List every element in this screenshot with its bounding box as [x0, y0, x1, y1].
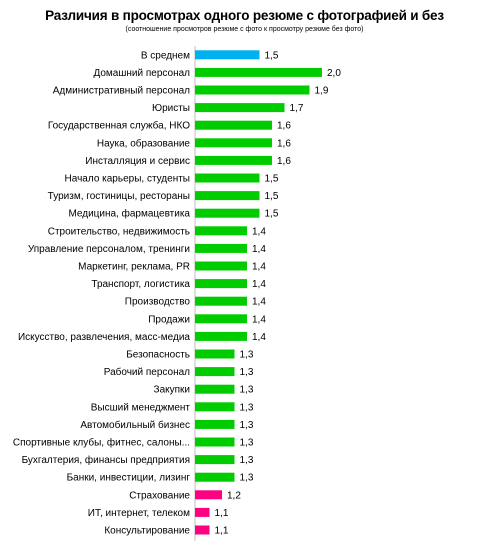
value-label: 1,3: [240, 350, 254, 361]
category-label: Транспорт, логистика: [91, 279, 190, 290]
bar: [195, 85, 310, 95]
bar: [195, 50, 260, 60]
bar: [195, 120, 272, 130]
category-label: Рабочий персонал: [104, 366, 190, 378]
category-label: Искусство, развлечения, масс-медиа: [18, 332, 190, 343]
value-label: 1,9: [315, 86, 329, 97]
bar: [195, 349, 235, 359]
bar: [195, 490, 222, 500]
category-label: Управление персоналом, тренинги: [28, 244, 190, 255]
bar: [195, 103, 285, 113]
value-label: 1,5: [265, 209, 279, 220]
category-label: Закупки: [154, 385, 190, 396]
category-label: В среднем: [141, 50, 190, 61]
category-label: Безопасность: [126, 350, 190, 361]
value-label: 1,5: [265, 174, 279, 185]
category-label: Строительство, недвижимость: [48, 226, 190, 237]
category-label: ИТ, интернет, телеком: [88, 508, 190, 519]
value-label: 1,6: [277, 138, 291, 149]
category-label: Юристы: [152, 103, 190, 114]
bar: [195, 67, 322, 77]
category-label: Автомобильный бизнес: [80, 419, 190, 431]
bar: [195, 314, 247, 324]
bar: [195, 367, 235, 377]
bar: [195, 384, 235, 394]
bar: [195, 173, 260, 183]
category-label: Маркетинг, реклама, PR: [78, 262, 190, 273]
category-label: Производство: [125, 297, 191, 308]
category-label: Административный персонал: [53, 86, 190, 97]
value-label: 1,4: [252, 332, 266, 343]
value-label: 1,2: [227, 490, 241, 501]
bar: [195, 208, 260, 218]
value-label: 1,1: [215, 526, 229, 537]
value-label: 2,0: [327, 68, 341, 79]
value-label: 1,3: [240, 455, 254, 466]
category-label: Наука, образование: [97, 137, 191, 149]
value-label: 1,4: [252, 279, 266, 290]
value-label: 1,3: [240, 367, 254, 378]
value-label: 1,6: [277, 121, 291, 132]
value-label: 1,5: [265, 191, 279, 202]
bar: [195, 243, 247, 253]
chart-title: Различия в просмотрах одного резюме с фо…: [45, 8, 444, 23]
bar: [195, 296, 247, 306]
value-label: 1,3: [240, 402, 254, 413]
category-label: Высший менеджмент: [91, 402, 191, 413]
bar: [195, 455, 235, 465]
category-label: Страхование: [129, 490, 190, 501]
chart-subtitle: (соотношение просмотров резюме с фото к …: [125, 26, 364, 33]
value-label: 1,3: [240, 473, 254, 484]
bar: [195, 331, 247, 341]
value-label: 1,7: [290, 103, 304, 114]
category-label: Банки, инвестиции, лизинг: [67, 473, 191, 484]
category-label: Инсталляция и сервис: [85, 156, 190, 167]
value-label: 1,4: [252, 314, 266, 325]
bar: [195, 525, 210, 535]
value-label: 1,3: [240, 385, 254, 396]
bar: [195, 402, 235, 412]
bar: [195, 155, 272, 165]
category-label: Медицина, фармацевтика: [68, 208, 190, 220]
value-label: 1,3: [240, 420, 254, 431]
value-label: 1,4: [252, 226, 266, 237]
category-label: Государственная служба, НКО: [48, 120, 190, 132]
category-label: Консультирование: [104, 526, 190, 537]
bar: [195, 226, 247, 236]
category-label: Бухгалтерия, финансы предприятия: [22, 454, 190, 466]
value-label: 1,1: [215, 508, 229, 519]
bar: [195, 437, 235, 447]
bar: [195, 419, 235, 429]
bar: [195, 279, 247, 289]
bar: [195, 191, 260, 201]
bar: [195, 261, 247, 271]
category-label: Домашний персонал: [93, 68, 190, 79]
bar: [195, 138, 272, 148]
bar: [195, 507, 210, 517]
value-label: 1,3: [240, 438, 254, 449]
category-label: Туризм, гостиницы, рестораны: [48, 191, 190, 202]
category-label: Спортивные клубы, фитнес, салоны...: [13, 437, 190, 449]
value-label: 1,5: [265, 50, 279, 61]
category-label: Начало карьеры, студенты: [65, 174, 190, 185]
value-label: 1,4: [252, 297, 266, 308]
value-label: 1,4: [252, 244, 266, 255]
value-label: 1,6: [277, 156, 291, 167]
value-label: 1,4: [252, 262, 266, 273]
category-label: Продажи: [148, 314, 190, 325]
bar: [195, 472, 235, 482]
